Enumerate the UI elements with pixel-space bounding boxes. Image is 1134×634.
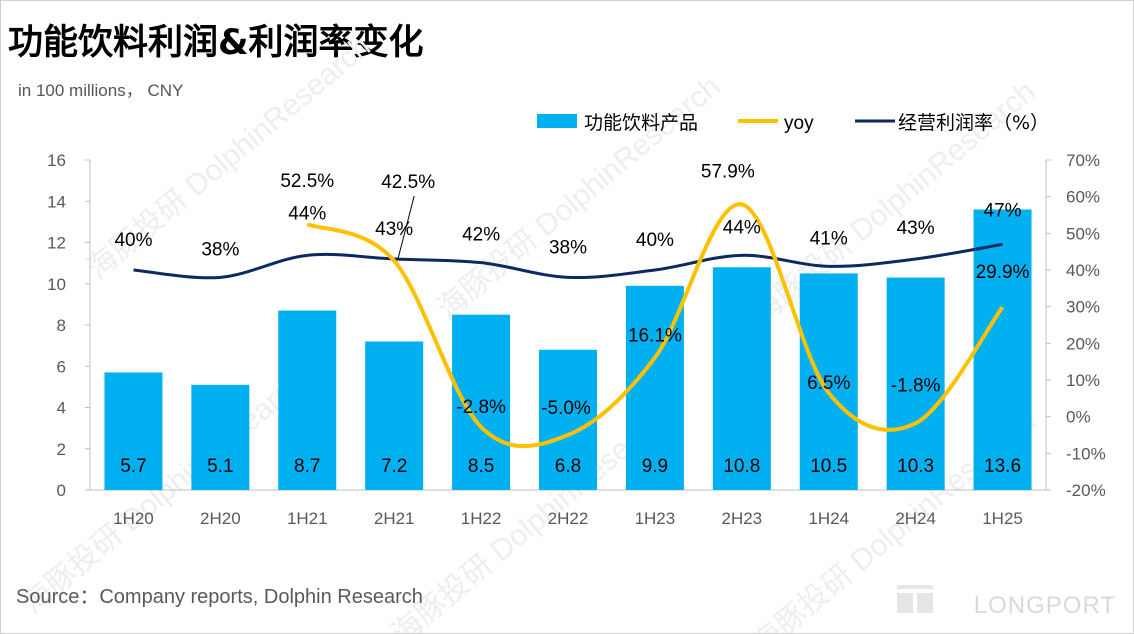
bar-value-label: 13.6 [984, 456, 1021, 477]
yoy-value-label: -1.8% [891, 375, 941, 396]
bar-value-label: 5.7 [120, 456, 146, 477]
legend-label-margin: 经营利润率（%） [898, 112, 1049, 134]
right-tick-label: 40% [1066, 261, 1100, 280]
x-tick-label: 1H22 [461, 509, 502, 528]
line-series [133, 202, 1005, 449]
margin-value-label: 44% [288, 203, 326, 224]
margin-value-label: 43% [897, 218, 935, 239]
yoy-value-label: 57.9% [701, 161, 755, 182]
margin-value-label: 42% [462, 225, 500, 246]
margin-value-label: 41% [810, 228, 848, 249]
yoy-value-label: 52.5% [280, 171, 334, 192]
left-tick-label: 8 [57, 316, 66, 335]
yoy-value-label: 6.5% [807, 373, 850, 394]
left-tick-label: 14 [47, 192, 66, 211]
bar [452, 314, 511, 490]
line-value-labels: 40% 38%44%43% 42%38% 40%44%41% 43%47%52.5% 42… [114, 161, 1029, 419]
margin-value-label: 40% [636, 230, 674, 251]
bar-value-label: 10.8 [723, 456, 760, 477]
x-tick-label: 2H20 [200, 509, 241, 528]
bar-value-label: 5.1 [207, 456, 233, 477]
right-tick-label: -20% [1066, 481, 1106, 500]
yoy-value-label: 16.1% [628, 326, 682, 347]
bar [278, 310, 337, 490]
left-tick-label: 12 [47, 234, 66, 253]
bar-value-label: 7.2 [381, 456, 407, 477]
right-tick-label: 60% [1066, 188, 1100, 207]
margin-value-label: 38% [549, 237, 587, 258]
bar-value-label: 8.7 [294, 456, 320, 477]
left-tick-label: 16 [47, 151, 66, 170]
brand-name: LONGPORT [973, 592, 1116, 619]
x-tick-label: 1H21 [287, 509, 328, 528]
legend: 功能饮料产品 yoy 经营利润率（%） [537, 112, 1049, 134]
right-tick-label: 0% [1066, 408, 1091, 427]
x-tick-label: 2H22 [548, 509, 589, 528]
bar [539, 349, 597, 490]
margin-value-label: 44% [723, 217, 761, 238]
bar-value-label: 6.8 [555, 456, 581, 477]
unit-label: in 100 millions， CNY [18, 81, 184, 100]
bar-value-label: 8.5 [468, 456, 494, 477]
right-tick-label: 70% [1066, 151, 1100, 170]
margin-value-label: 38% [201, 239, 239, 260]
x-tick-label: 1H25 [982, 509, 1023, 528]
bar [973, 209, 1032, 490]
right-tick-label: 10% [1066, 371, 1100, 390]
bar-series [104, 209, 1032, 490]
right-tick-label: 50% [1066, 224, 1100, 243]
source-note: Source：Company reports, Dolphin Research [16, 586, 423, 608]
bar [191, 384, 250, 490]
yoy-value-label: -2.8% [456, 397, 506, 418]
x-tick-label: 1H20 [113, 509, 154, 528]
bar-value-label: 10.5 [810, 456, 847, 477]
yoy-value-label: 29.9% [976, 262, 1030, 283]
x-tick-label: 2H24 [895, 509, 936, 528]
x-tick-label: 1H23 [635, 509, 676, 528]
right-tick-label: -10% [1066, 444, 1106, 463]
margin-line [133, 242, 1003, 280]
legend-label-bar: 功能饮料产品 [584, 112, 698, 134]
longport-logo-icon [897, 585, 933, 613]
margin-value-label: 47% [984, 200, 1022, 221]
left-tick-label: 2 [57, 440, 66, 459]
left-tick-label: 10 [47, 275, 66, 294]
bar [886, 277, 945, 490]
yoy-value-label: -5.0% [541, 398, 591, 419]
left-tick-label: 4 [57, 399, 66, 418]
margin-value-label: 40% [114, 230, 152, 251]
chart-title: 功能饮料利润&利润率变化 [8, 23, 424, 63]
left-tick-label: 6 [57, 357, 66, 376]
left-tick-label: 0 [57, 481, 66, 500]
bar [799, 273, 858, 490]
x-tick-label: 1H24 [808, 509, 849, 528]
x-tick-label: 2H23 [721, 509, 762, 528]
legend-swatch-bar [537, 114, 577, 128]
x-tick-label: 2H21 [374, 509, 415, 528]
bar [712, 267, 771, 490]
axes: 0 2 4 6 8 10 12 14 16 -20% -10% 0% 10% 20% 30% 40% 50% 60… [47, 151, 1106, 528]
bar-value-label: 9.9 [642, 456, 668, 477]
right-tick-label: 20% [1066, 334, 1100, 353]
bar-value-label: 10.3 [897, 456, 934, 477]
yoy-value-label: 42.5% [381, 172, 435, 193]
right-tick-label: 30% [1066, 298, 1100, 317]
legend-label-yoy: yoy [784, 113, 814, 134]
bar [365, 341, 424, 490]
yoy-line [306, 202, 1005, 449]
bar-value-labels: 5.7 5.1 8.7 7.2 8.5 6.8 9.9 10.8 10.5 10.3 13.6 [120, 456, 1021, 477]
yoy-label-leader [397, 195, 415, 259]
bar [104, 372, 163, 490]
